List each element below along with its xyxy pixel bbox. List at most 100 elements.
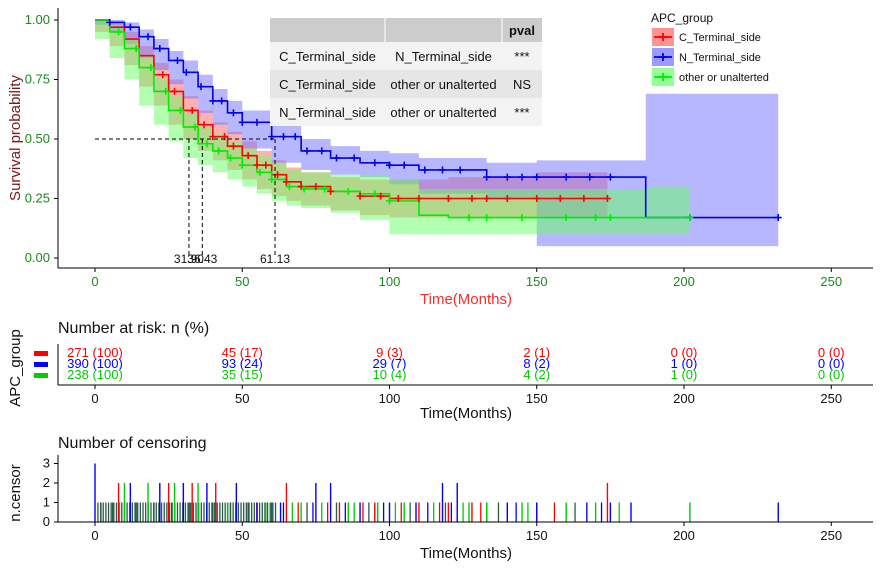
y-tick-label: 1.00 <box>25 12 50 27</box>
pval-cell: *** <box>514 105 529 120</box>
censor-mark <box>321 185 329 193</box>
censor-mark <box>282 178 290 186</box>
pval-cell: other or unalterted <box>390 105 496 120</box>
censor-mark <box>518 173 526 181</box>
censor-mark <box>503 195 511 202</box>
x-tick-label: 150 <box>526 528 548 543</box>
risk-cell: 4 (2) <box>523 367 550 382</box>
censor-mark <box>483 173 491 181</box>
censor-mark <box>533 173 541 181</box>
censor-mark <box>421 166 429 174</box>
legend-label: N_Terminal_side <box>679 52 761 64</box>
censor-mark <box>176 106 184 114</box>
pval-row-bg <box>270 70 542 98</box>
cens-y-tick-label: 2 <box>43 475 50 490</box>
censor-mark <box>229 142 237 150</box>
censor-mark <box>244 152 252 160</box>
censor-mark <box>238 161 246 169</box>
risk-cell: 0 (0) <box>818 345 845 360</box>
censor-mark <box>439 166 447 174</box>
x-tick-label: 200 <box>673 274 695 289</box>
x-tick-label: 50 <box>235 274 249 289</box>
x-tick-label: 100 <box>379 274 401 289</box>
censor-mark <box>218 97 226 105</box>
pval-cell: other or unalterted <box>390 77 496 92</box>
y-axis-title: Survival probability <box>7 75 24 201</box>
censor-mark <box>312 183 320 191</box>
cens-y-tick-label: 3 <box>43 456 50 471</box>
risk-cell: 1 (0) <box>671 367 698 382</box>
censor-mark <box>132 45 140 53</box>
risk-row-key <box>34 351 48 356</box>
censor-mark <box>200 121 208 129</box>
censoring-ylabel: n.censor <box>7 464 24 522</box>
censor-mark <box>126 23 134 31</box>
censor-mark <box>503 173 511 181</box>
censor-mark <box>394 195 402 202</box>
risk-row-key <box>34 373 48 378</box>
risk-cell: 29 (7) <box>373 356 407 371</box>
x-tick-label: 50 <box>235 528 249 543</box>
pval-row-bg <box>270 42 542 70</box>
censor-mark <box>229 109 237 117</box>
censor-mark <box>253 161 261 169</box>
censor-mark <box>344 187 352 195</box>
censor-mark <box>483 195 491 202</box>
censor-mark <box>562 173 570 181</box>
x-tick-label: 150 <box>526 274 548 289</box>
risk-rows: 271 (100) 45 (17) 9 (3) 2 (1) 0 (0) 0 (0)390 … <box>34 345 845 382</box>
censor-mark <box>226 154 234 162</box>
risk-cell: 9 (3) <box>376 345 403 360</box>
censor-mark <box>350 154 358 162</box>
cens-x-axis-title: Time(Months) <box>420 545 512 562</box>
censor-mark <box>262 161 270 169</box>
cens-x-ticks: 0 50 100 150 200 250 <box>91 522 842 543</box>
risk-cell: 8 (2) <box>523 356 550 371</box>
legend-key-cross <box>659 73 667 81</box>
cens-y-tick-label: 1 <box>43 495 50 510</box>
censor-mark <box>209 97 217 105</box>
legend-label: other or unalterted <box>679 72 769 84</box>
censor-mark <box>268 175 276 183</box>
risk-cell: 2 (1) <box>523 345 550 360</box>
censor-mark <box>173 56 181 64</box>
x-axis-title: Time(Months) <box>420 291 512 308</box>
x-tick-label: 250 <box>820 528 842 543</box>
censor-mark <box>303 147 311 155</box>
censor-mark <box>686 214 694 222</box>
censor-mark <box>238 118 246 126</box>
censor-mark <box>400 161 408 169</box>
censor-mark <box>606 173 614 181</box>
x-tick-label: 250 <box>820 391 842 406</box>
y-tick-label: 0.25 <box>25 191 50 206</box>
risk-x-ticks: 0 50 100 150 200 250 <box>91 385 842 406</box>
risk-cell: 390 (100) <box>67 356 123 371</box>
risk-cell: 45 (17) <box>222 345 263 360</box>
legend-label: C_Terminal_side <box>679 32 761 44</box>
censor-mark <box>318 147 326 155</box>
pval-header-cell: pval <box>509 23 535 38</box>
risk-cell: 10 (4) <box>373 367 407 382</box>
censor-mark <box>256 168 264 176</box>
censor-marks <box>106 18 782 222</box>
censor-mark <box>556 195 564 202</box>
censor-mark <box>371 190 379 198</box>
x-tick-label: 200 <box>673 391 695 406</box>
censor-mark <box>483 214 491 222</box>
censor-mark <box>144 33 152 41</box>
censor-mark <box>182 68 190 76</box>
pval-table: pval C_Terminal_side N_Terminal_side *** C_T… <box>270 18 542 126</box>
legend: APC_group C_Terminal_side N_Terminal_side… <box>651 11 769 86</box>
censor-mark <box>156 45 164 53</box>
censor-mark <box>115 28 123 36</box>
risk-cell: 0 (0) <box>818 367 845 382</box>
risk-cell: 0 (0) <box>818 356 845 371</box>
censor-mark <box>562 214 570 222</box>
pval-cell: NS <box>513 77 531 92</box>
pval-header-bg <box>270 18 542 42</box>
censor-mark <box>300 185 308 193</box>
y-tick-label: 0.75 <box>25 72 50 87</box>
